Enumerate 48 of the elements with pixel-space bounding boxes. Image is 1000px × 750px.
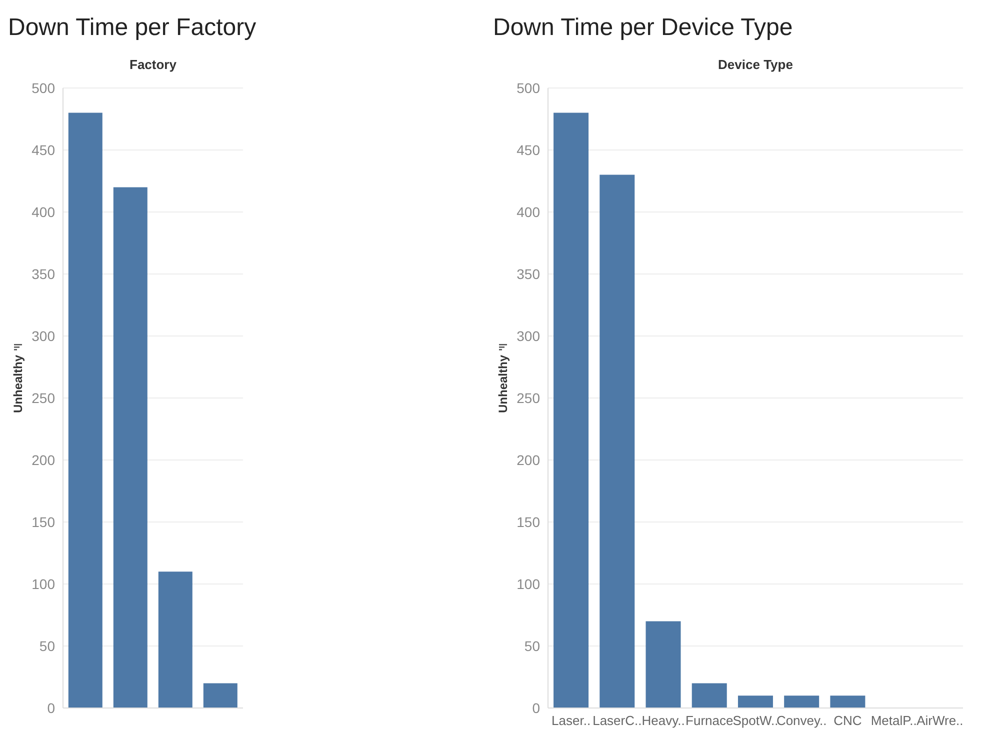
y-axis-title: Unhealthy: [496, 354, 510, 414]
x-tick-label: MetalP..: [870, 713, 917, 728]
y-tick-label: 450: [516, 142, 540, 158]
bar: [692, 683, 727, 708]
y-tick-label: 0: [47, 700, 56, 716]
y-tick-label: 350: [32, 266, 56, 282]
bar: [784, 696, 820, 708]
x-axis-title: Device Type: [718, 57, 793, 72]
bar: [738, 696, 773, 708]
y-tick-label: 300: [516, 328, 540, 344]
y-tick-label: 400: [516, 204, 540, 220]
y-tick-label: 0: [532, 700, 540, 716]
x-tick-label: CNC: [834, 713, 862, 728]
y-tick-label: 300: [32, 328, 56, 344]
x-tick-label: Heavy..: [642, 713, 685, 728]
bar: [158, 572, 192, 708]
y-tick-label: 100: [516, 576, 540, 592]
y-tick-label: 450: [32, 142, 56, 158]
x-tick-label: AirWre..: [916, 713, 964, 728]
y-tick-label: 250: [32, 390, 56, 406]
y-tick-label: 50: [524, 638, 540, 654]
y-tick-label: 500: [516, 80, 540, 96]
y-tick-label: 150: [516, 514, 540, 530]
chart-title: Down Time per Factory: [8, 13, 258, 43]
chart-title: Down Time per Device Type: [493, 13, 794, 43]
bar: [554, 112, 589, 708]
bar: [68, 112, 102, 708]
y-axis-title: Unhealthy: [11, 354, 26, 414]
y-tick-label: 500: [32, 80, 56, 96]
x-tick-label: Laser..: [552, 713, 591, 728]
y-tick-label: 200: [516, 452, 540, 468]
y-tick-label: 200: [32, 452, 56, 468]
y-tick-label: 350: [516, 266, 540, 282]
bar: [646, 621, 681, 708]
y-tick-label: 100: [32, 576, 56, 592]
y-tick-label: 250: [516, 390, 540, 406]
x-tick-label: Convey..: [776, 713, 827, 728]
x-tick-label: Furnace: [686, 713, 734, 728]
x-tick-label: LaserC..: [592, 713, 642, 728]
y-tick-label: 150: [32, 514, 56, 530]
y-tick-label: 50: [39, 638, 56, 654]
bar: [203, 683, 238, 708]
x-tick-label: SpotW..: [732, 713, 778, 728]
y-tick-label: 400: [32, 204, 56, 220]
bar: [830, 696, 866, 708]
bar: [113, 187, 148, 708]
x-axis-title: Factory: [130, 57, 178, 72]
bar: [600, 174, 635, 708]
